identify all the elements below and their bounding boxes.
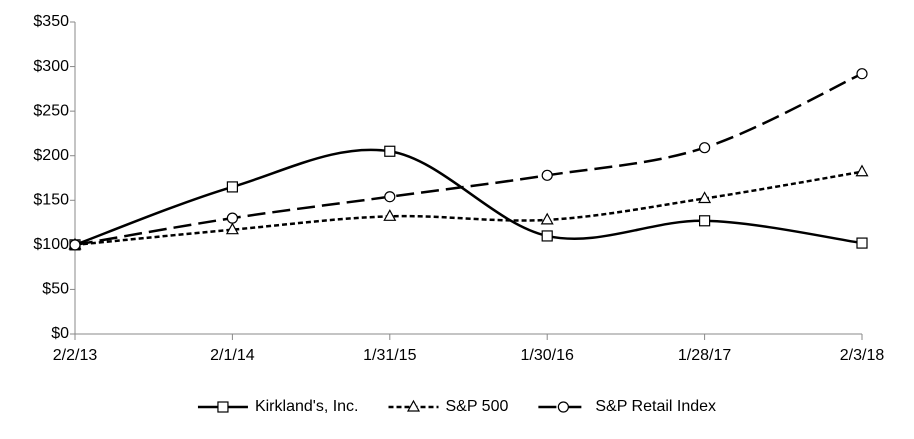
series-line xyxy=(74,148,863,247)
data-point xyxy=(541,169,553,181)
x-tick-label: 2/1/14 xyxy=(210,347,255,364)
x-tick-label: 2/3/18 xyxy=(840,347,885,364)
data-point xyxy=(855,164,869,177)
data-point xyxy=(856,68,868,80)
y-tick-label: $300 xyxy=(33,58,69,75)
data-point xyxy=(225,222,239,235)
data-point xyxy=(226,181,238,193)
data-point xyxy=(384,145,396,157)
x-tick-label: 1/31/15 xyxy=(363,347,416,364)
legend-label: S&P Retail Index xyxy=(595,398,716,415)
y-tick-label: $100 xyxy=(33,236,69,253)
y-tick-label: $50 xyxy=(42,281,69,298)
legend-marker xyxy=(406,399,421,412)
data-point xyxy=(69,239,81,251)
y-tick-label: $350 xyxy=(33,13,69,30)
y-tick-label: $0 xyxy=(51,325,69,342)
data-point xyxy=(698,191,712,204)
legend-marker xyxy=(557,401,569,413)
y-tick-label: $150 xyxy=(33,192,69,209)
x-tick-label: 2/2/13 xyxy=(53,347,98,364)
legend-label: S&P 500 xyxy=(446,398,509,415)
data-point xyxy=(856,237,868,249)
data-point xyxy=(226,212,238,224)
data-point xyxy=(384,191,396,203)
y-tick-label: $250 xyxy=(33,102,69,119)
data-point xyxy=(698,142,711,154)
x-tick-label: 1/30/16 xyxy=(521,347,574,364)
data-point xyxy=(383,209,397,221)
series-line xyxy=(74,170,863,247)
x-tick-label: 1/28/17 xyxy=(678,347,731,364)
data-point xyxy=(698,215,711,227)
y-tick-label: $200 xyxy=(33,147,69,164)
legend-label: Kirkland's, Inc. xyxy=(255,398,359,415)
data-point xyxy=(541,230,553,242)
data-point xyxy=(540,212,554,225)
series-line xyxy=(74,72,863,247)
legend-marker xyxy=(217,401,229,413)
